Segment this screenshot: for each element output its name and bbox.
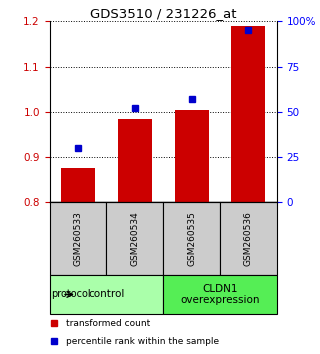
- Text: percentile rank within the sample: percentile rank within the sample: [66, 337, 219, 346]
- Bar: [220, 202, 277, 275]
- Text: GSM260534: GSM260534: [130, 211, 139, 266]
- Bar: [231, 26, 266, 202]
- Bar: [163, 275, 277, 314]
- Text: transformed count: transformed count: [66, 319, 150, 328]
- Bar: [61, 169, 95, 202]
- Text: GSM260535: GSM260535: [187, 211, 196, 266]
- Text: GSM260533: GSM260533: [74, 211, 83, 266]
- Text: protocol: protocol: [51, 290, 90, 299]
- Text: CLDN1
overexpression: CLDN1 overexpression: [180, 284, 260, 305]
- Bar: [175, 109, 209, 202]
- Bar: [50, 275, 163, 314]
- Bar: [50, 202, 106, 275]
- Title: GDS3510 / 231226_at: GDS3510 / 231226_at: [90, 7, 236, 20]
- Text: GSM260536: GSM260536: [244, 211, 253, 266]
- Bar: [118, 119, 152, 202]
- Text: control: control: [88, 290, 124, 299]
- Bar: [106, 202, 163, 275]
- Bar: [163, 202, 220, 275]
